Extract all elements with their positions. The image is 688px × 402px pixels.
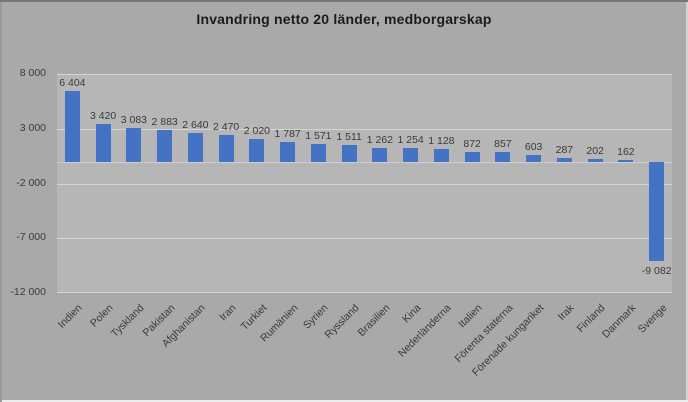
gridline xyxy=(57,292,672,293)
bar[interactable] xyxy=(249,139,265,162)
y-axis-tick-label: 3 000 xyxy=(19,121,46,134)
plot-area: 6 404 3 420 3 083 2 883 2 640 2 470 2 020 1 787… xyxy=(57,74,672,293)
value-label: 857 xyxy=(494,138,512,151)
value-label: 1 511 xyxy=(336,131,362,144)
chart-title: Invandring netto 20 länder, medborgarska… xyxy=(196,11,492,27)
bar[interactable] xyxy=(341,145,357,162)
bar[interactable] xyxy=(64,91,80,162)
category-label: Sverige xyxy=(635,302,670,336)
bar[interactable] xyxy=(95,124,111,162)
value-label: -9 082 xyxy=(641,265,672,278)
y-axis-tick-label: -12 000 xyxy=(10,286,46,298)
value-label: 2 020 xyxy=(243,125,271,138)
value-label: 872 xyxy=(463,138,481,151)
value-label: 3 083 xyxy=(120,113,148,126)
bar[interactable] xyxy=(526,154,542,162)
bar[interactable] xyxy=(187,132,203,162)
bar[interactable] xyxy=(310,144,326,162)
bar[interactable] xyxy=(280,142,296,162)
value-label: 1 254 xyxy=(397,133,424,146)
value-label: 287 xyxy=(555,144,574,157)
value-label: 1 262 xyxy=(366,133,394,146)
value-label: 162 xyxy=(617,145,635,158)
value-label: 3 420 xyxy=(89,110,117,123)
value-label: 2 640 xyxy=(182,118,209,131)
bar[interactable] xyxy=(495,152,511,162)
value-label: 2 883 xyxy=(151,116,178,129)
gridline xyxy=(57,74,672,75)
bar[interactable] xyxy=(157,130,173,162)
value-label: 1 571 xyxy=(305,130,332,143)
value-label: 603 xyxy=(524,140,543,153)
bar[interactable] xyxy=(126,127,142,162)
bar[interactable] xyxy=(556,158,572,162)
gridline xyxy=(57,183,672,185)
gridline xyxy=(57,238,672,240)
value-label: 1 128 xyxy=(428,135,455,148)
bar[interactable] xyxy=(649,161,665,262)
bar[interactable] xyxy=(464,152,480,162)
y-axis-tick-label: 8 000 xyxy=(19,67,46,79)
bar[interactable] xyxy=(433,149,449,162)
value-label: 2 470 xyxy=(212,120,240,133)
bar[interactable] xyxy=(587,159,603,162)
value-label: 1 787 xyxy=(274,128,301,141)
bar[interactable] xyxy=(218,134,234,162)
value-label: 202 xyxy=(586,145,604,158)
bar[interactable] xyxy=(403,147,419,162)
category-axis-line xyxy=(57,162,672,163)
bar[interactable] xyxy=(618,159,634,162)
y-axis-tick-label: -2 000 xyxy=(16,176,46,189)
y-axis-tick-label: -7 000 xyxy=(16,231,46,244)
bar[interactable] xyxy=(372,147,388,162)
gridline xyxy=(57,128,672,130)
value-label: 6 404 xyxy=(59,77,86,90)
